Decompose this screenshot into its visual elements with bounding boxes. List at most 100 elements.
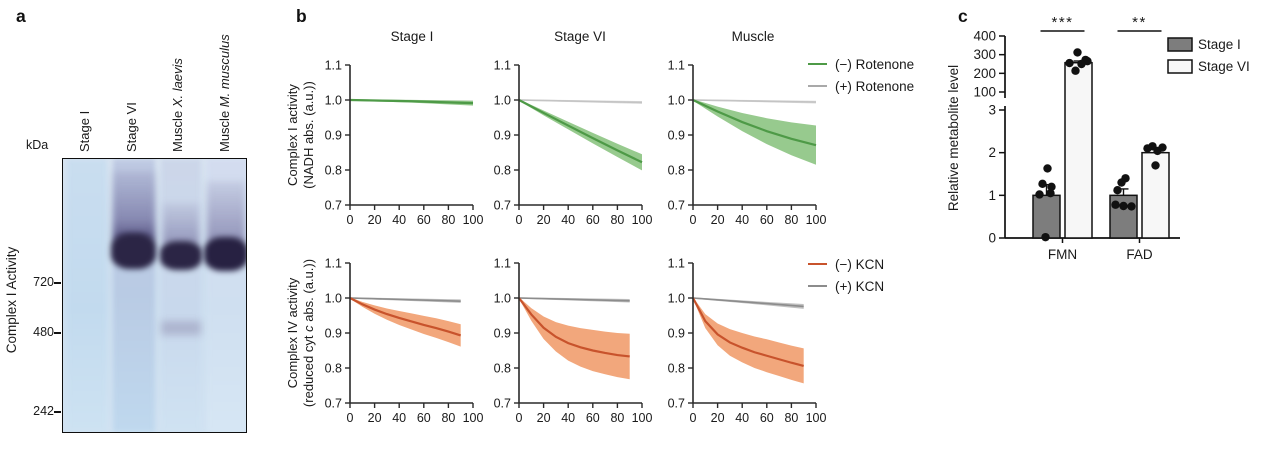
panel-a-letter: a xyxy=(16,6,26,26)
data-dot xyxy=(1113,186,1122,195)
y-tick-label: 0.7 xyxy=(668,199,685,213)
plot-title-muscle: Muscle xyxy=(731,29,775,44)
x-tick-label: 40 xyxy=(392,411,406,425)
line-chart-svg: 1.1 1.0 0.9 0.8 0.7 0 20 40 60 80 100 xyxy=(325,257,484,426)
x-tick-label: 100 xyxy=(463,411,484,425)
x-tick-label: 100 xyxy=(806,213,827,227)
x-tick-label: 20 xyxy=(711,213,725,227)
y-tick-label: 0.7 xyxy=(494,199,511,213)
line-plot-complexI-stageI: 1.1 1.0 0.9 0.8 0.7 0 20 40 60 80 100 xyxy=(312,53,487,243)
y-tick-label: 0.9 xyxy=(325,327,342,341)
sig-label: *** xyxy=(1051,14,1073,31)
plot-title-stage-vi: Stage VI xyxy=(554,29,606,44)
y-tick-label: 1.0 xyxy=(668,292,685,306)
line-chart-svg: 1.1 1.0 0.9 0.8 0.7 0 20 40 60 80 100 xyxy=(494,257,653,426)
x-tick-label: 40 xyxy=(735,213,749,227)
legend-swatch-Stage VI xyxy=(1167,59,1193,74)
lane-label-stage-i: Stage I xyxy=(77,110,92,152)
panel-c-letter: c xyxy=(958,6,968,26)
data-dot xyxy=(1127,202,1136,211)
series-line xyxy=(692,99,817,103)
plus-rotenone-dash-icon xyxy=(808,84,827,88)
legend-row: (−) Rotenone xyxy=(808,53,914,75)
y-tick-label: 0.7 xyxy=(325,199,342,213)
data-dot xyxy=(1073,48,1082,57)
gel-lane-muscle-x-laevis xyxy=(161,159,201,432)
data-dot xyxy=(1117,178,1126,187)
legend-label: (−) KCN xyxy=(835,256,885,272)
y-tick-label: 0.8 xyxy=(494,164,511,178)
legend-label: Stage I xyxy=(1198,37,1241,52)
data-dot xyxy=(1111,200,1120,209)
line-plot-complexI-muscle: 1.1 1.0 0.9 0.8 0.7 0 20 40 60 80 100 xyxy=(655,53,830,243)
x-tick-label: 0 xyxy=(347,411,354,425)
line-plot-complexI-stageVI: 1.1 1.0 0.9 0.8 0.7 0 20 40 60 80 100 xyxy=(481,53,656,243)
legend-swatch-Stage I xyxy=(1167,37,1193,52)
y-tick-label: 0.8 xyxy=(668,362,685,376)
sig-label: ** xyxy=(1132,14,1147,31)
legend-row: (+) KCN xyxy=(808,275,884,297)
gel-band-muscle-x-laevis xyxy=(160,241,202,270)
x-tick-label: 0 xyxy=(690,213,697,227)
panel-b-letter: b xyxy=(296,6,307,26)
gel-y-axis-label: Complex I Activity xyxy=(4,246,19,354)
x-tick-label: 100 xyxy=(632,411,653,425)
gel-lane-stage-i xyxy=(67,159,107,432)
series-line xyxy=(518,297,630,302)
gel-band-muscle-m-musculus xyxy=(204,237,246,271)
legend-label: (+) KCN xyxy=(835,278,885,294)
x-tick-label: 80 xyxy=(441,213,455,227)
y-tick-label: 1.1 xyxy=(668,59,685,73)
line-plot-complexIV-stageVI: 1.1 1.0 0.9 0.8 0.7 0 20 40 60 80 100 xyxy=(481,251,656,441)
series-band xyxy=(350,297,461,347)
plus-kcn-dash-icon xyxy=(808,284,827,288)
lane-label-stage-vi: Stage VI xyxy=(124,102,139,152)
x-tick-label: 20 xyxy=(537,213,551,227)
gel-smear-muscle-m-musculus xyxy=(207,181,245,243)
y-tick-label: 1.0 xyxy=(668,94,685,108)
x-tick-label: 20 xyxy=(368,213,382,227)
x-tick-label: 80 xyxy=(441,411,455,425)
line-chart-svg: 1.1 1.0 0.9 0.8 0.7 0 20 40 60 80 100 xyxy=(668,59,827,228)
y-tick-label: 0.7 xyxy=(668,397,685,411)
gel-image xyxy=(62,158,247,433)
y-tick-label: 1 xyxy=(988,188,996,203)
category-label: FAD xyxy=(1126,247,1153,262)
series-line xyxy=(518,297,630,358)
x-tick-label: 100 xyxy=(806,411,827,425)
y-tick-label: 100 xyxy=(973,85,996,100)
legend-row: (+) Rotenone xyxy=(808,75,914,97)
y-tick-label: 0.8 xyxy=(325,362,342,376)
marker-480: 480 xyxy=(33,325,54,339)
rotenone-legend: (−) Rotenone (+) Rotenone xyxy=(808,53,914,97)
x-tick-label: 0 xyxy=(516,213,523,227)
data-dot xyxy=(1047,182,1056,191)
minus-rotenone-dash-icon xyxy=(808,62,827,66)
x-tick-label: 60 xyxy=(417,411,431,425)
series-line xyxy=(349,98,474,105)
data-dot xyxy=(1153,146,1162,156)
data-dot xyxy=(1143,144,1152,153)
x-tick-label: 100 xyxy=(632,213,653,227)
line-chart-svg: 1.1 1.0 0.9 0.8 0.7 0 20 40 60 80 100 xyxy=(325,59,484,228)
series-band xyxy=(693,297,804,384)
x-tick-label: 80 xyxy=(784,411,798,425)
series-line xyxy=(692,99,817,147)
x-tick-label: 0 xyxy=(690,411,697,425)
legend-label: (−) Rotenone xyxy=(835,56,915,72)
y-tick-label: 1.1 xyxy=(668,257,685,271)
x-tick-label: 60 xyxy=(586,411,600,425)
plot-title-stage-i: Stage I xyxy=(390,29,434,44)
bar-chart-metabolites: 0 1 2 3 100 200 300 400 FMN FAD *** ** Stage I Stage … xyxy=(965,10,1261,290)
x-tick-label: 20 xyxy=(368,411,382,425)
line-plot-complexIV-stageI: 1.1 1.0 0.9 0.8 0.7 0 20 40 60 80 100 xyxy=(312,251,487,441)
y-tick-label: 0.9 xyxy=(494,129,511,143)
x-tick-label: 20 xyxy=(711,411,725,425)
y-tick-label: 2 xyxy=(988,145,996,160)
gel-smear-muscle-x-laevis xyxy=(163,203,199,245)
x-tick-label: 80 xyxy=(784,213,798,227)
series-band xyxy=(519,297,630,380)
series-line xyxy=(518,99,643,164)
